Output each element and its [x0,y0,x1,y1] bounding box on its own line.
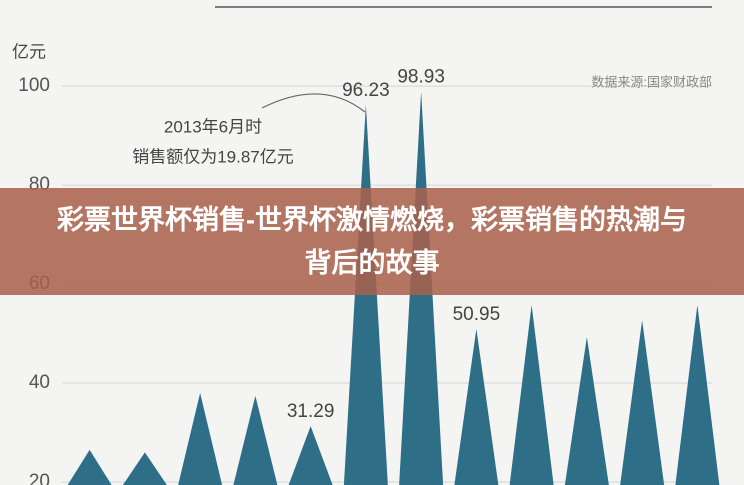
spike [67,449,112,485]
value-label: 98.93 [397,66,445,87]
spike [675,304,720,485]
spike [122,452,167,485]
y-tick-label: 100 [18,75,50,96]
spike [288,426,333,485]
y-tick-label: 40 [29,372,50,393]
value-label: 50.95 [453,304,501,325]
y-axis-label: 亿元 [12,42,46,61]
y-tick-label: 20 [29,471,50,485]
annotation: 2013年6月时 [164,117,262,136]
value-label: 96.23 [342,80,390,101]
spike [454,328,499,485]
spike [620,320,665,485]
spike [178,392,223,485]
spike [564,337,609,485]
source: 数据来源:国家财政部 [591,74,712,89]
spike [233,395,278,485]
value-label: 31.29 [287,401,335,422]
annotation-line [261,93,366,113]
title: 彩票世界杯销售-世界杯激情燃烧，彩票销售的热潮与背后的故事 [57,204,687,278]
spike [509,304,554,485]
banner: 彩票世界杯销售-世界杯激情燃烧，彩票销售的热潮与背后的故事 [0,188,744,295]
annotation: 销售额仅为19.87亿元 [132,147,294,166]
